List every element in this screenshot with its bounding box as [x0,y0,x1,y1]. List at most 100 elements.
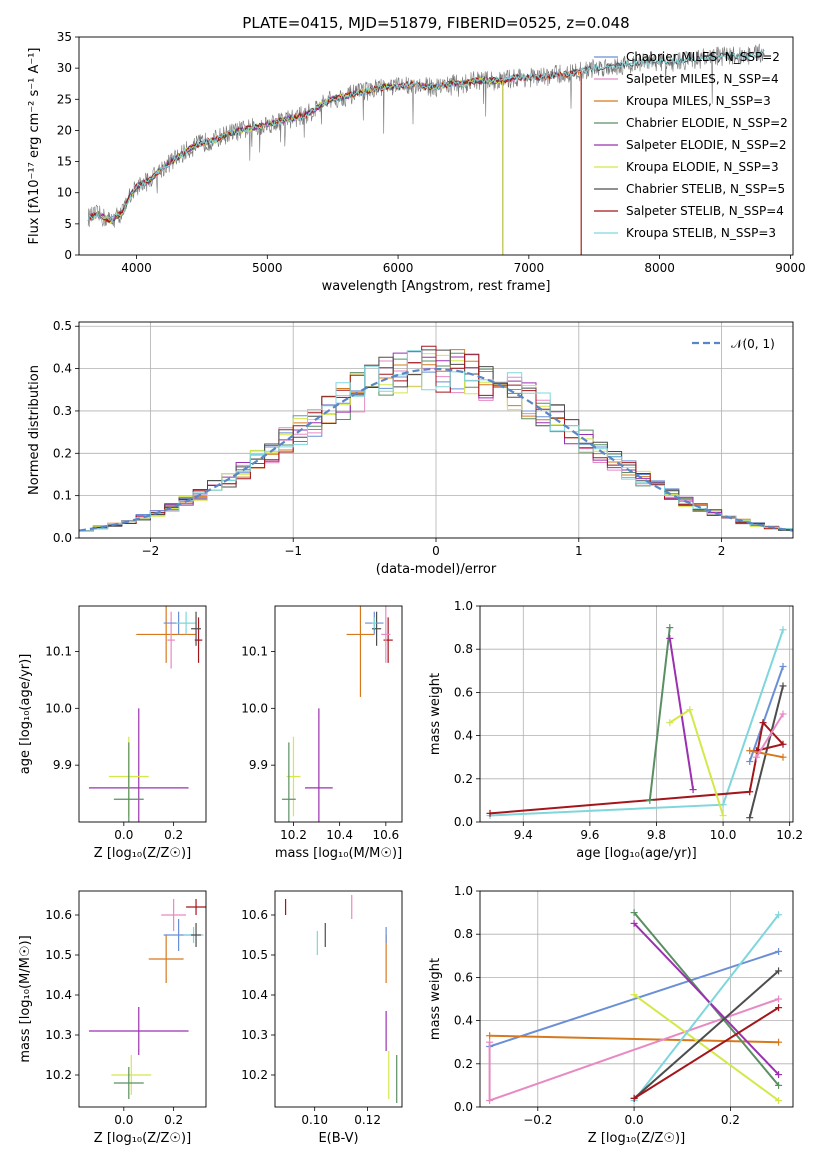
legend-label: Kroupa STELIB, N_SSP=3 [626,226,776,240]
y-tick-label: 10.4 [45,988,72,1002]
weight-marker [775,1004,783,1012]
plot-area [281,606,393,822]
axes-frame [78,36,794,256]
weight-line [669,708,725,816]
axes-frame [479,890,794,1108]
x-axis-label: Z [log₁₀(Z/Z☉)] [94,846,191,861]
x-tick-label: 10.4 [326,828,353,842]
y-tick-label: 9.9 [53,758,72,772]
y-tick-label: 10.5 [241,948,268,962]
y-tick-label: 5 [64,217,72,231]
y-tick-label: 0.5 [53,319,72,333]
legend-label: Kroupa ELODIE, N_SSP=3 [626,160,779,174]
weight-marker [779,682,787,690]
data-point [161,899,187,931]
weight-line [633,914,780,1102]
y-tick-label: 0.3 [53,404,72,418]
x-tick-label: −0.2 [523,1113,552,1127]
model-spectrum [87,76,504,255]
x-tick-label: 8000 [644,261,675,275]
data-point [167,611,175,669]
y-tick-label: 1.0 [454,599,473,613]
y-tick-label: 0 [64,248,72,262]
y-tick-label: 0.1 [53,489,72,503]
weight-line [633,993,780,1102]
weight-marker [486,1097,494,1105]
y-axis-label: mass [log₁₀(M/M☉)] [18,935,33,1062]
weight-line [748,666,784,762]
data-point [191,611,202,646]
y-tick-label: 0.0 [454,1100,473,1114]
weight-marker [779,626,787,634]
weight-marker [630,909,638,917]
weight-marker [775,1097,783,1105]
weight-marker [775,1038,783,1046]
weight-marker [630,919,638,927]
x-tick-label: 2 [718,544,726,558]
x-axis-label: E(B-V) [318,1131,358,1146]
x-tick-label: 0.0 [114,828,133,842]
y-tick-label: 0.0 [53,531,72,545]
data-point [346,606,375,697]
x-axis-label: wavelength [Angstrom, rest frame] [322,279,551,294]
weight-marker [779,662,787,670]
x-axis-label: mass [log₁₀(M/M☉)] [275,846,402,861]
y-tick-label: 0.2 [454,1057,473,1071]
x-tick-label: 0 [432,544,440,558]
y-tick-label: 10.5 [45,948,72,962]
y-tick-label: 30 [57,61,72,75]
x-tick-label: 0.0 [114,1113,133,1127]
data-point [281,742,296,822]
y-axis-label: Normed distribution [27,365,42,495]
y-tick-label: 10.6 [45,908,72,922]
x-axis-label: Z [log₁₀(Z/Z☉)] [588,1131,685,1146]
model-spectrum [87,51,765,223]
weight-marker [775,1071,783,1079]
y-axis-label: Flux [fλ10⁻¹⁷ erg cm⁻² s⁻¹ A⁻¹] [27,48,42,245]
y-tick-label: 10.3 [241,1028,268,1042]
x-tick-label: 9.8 [647,828,666,842]
weight-marker [746,788,754,796]
legend-label: Salpeter MILES, N_SSP=4 [626,72,779,86]
weight-marker [686,706,694,714]
y-tick-label: 10.2 [45,1068,72,1082]
weight-line [633,922,780,1076]
data-point [113,742,144,822]
x-tick-label: 0.2 [164,1113,183,1127]
y-tick-label: 10.4 [241,988,268,1002]
weight-marker [719,812,727,820]
weight-marker [630,1094,638,1102]
y-tick-label: 10.0 [241,701,268,715]
y-tick-label: 0.4 [53,362,72,376]
weight-line [755,713,784,758]
weight-line [489,950,779,1048]
weight-marker [775,1081,783,1089]
y-tick-label: 10 [57,186,72,200]
weight-marker [630,991,638,999]
data-point [381,606,391,663]
data-point [371,617,377,629]
panel-3: 0.0 0.2 9.9 10.0 10.1 Z [log₁₀(Z/Z☉)] age [log… [18,605,207,861]
model-spectrum [87,77,504,255]
plot-area [88,899,206,1099]
y-tick-label: 10.6 [241,908,268,922]
y-tick-label: 0.4 [454,729,473,743]
weight-line [749,749,784,759]
y-tick-label: 9.9 [249,758,268,772]
axes-frame [78,605,207,823]
weight-marker [689,786,697,794]
x-tick-label: 4000 [121,261,152,275]
data-point [383,617,393,663]
weight-marker [779,710,787,718]
weight-marker [775,967,783,975]
y-tick-label: 25 [57,92,72,106]
weight-line [648,627,671,801]
weight-marker [486,1032,494,1040]
x-tick-label: 1 [575,544,583,558]
weight-line [489,720,785,815]
panel-6: 0.0 0.2 10.2 10.3 10.4 10.5 10.6 Z [log₁₀(Z/Z☉)… [18,890,207,1146]
data-point [136,606,197,663]
weight-line [489,629,784,817]
panel-8: −0.2 0.0 0.2 0.0 0.2 0.4 0.6 0.8 1.0 Z [log₁₀(Z/Z… [428,884,794,1146]
weight-marker [775,947,783,955]
